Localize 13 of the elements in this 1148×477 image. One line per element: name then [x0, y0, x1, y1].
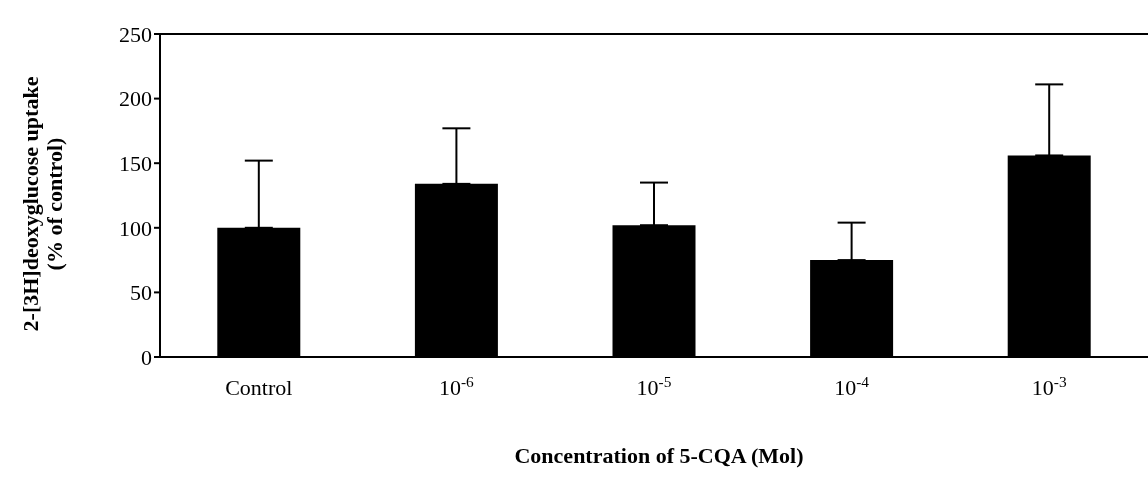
y-tick-label: 250 [119, 21, 152, 47]
y-axis-title: 2-[3H]deoxyglucose uptake (% of control) [18, 76, 67, 332]
x-tick-label: 10$^{-5}$ [636, 372, 672, 400]
y-tick-label: 150 [119, 151, 152, 177]
x-tick-label: 10$^{-6}$ [438, 372, 475, 400]
y-tick-label: 100 [119, 215, 152, 241]
y-tick-label: 50 [130, 280, 152, 306]
x-tick-label: 10$^{-3}$ [1031, 372, 1067, 400]
y-tick-label: 0 [141, 344, 152, 370]
x-tick-label: Control [225, 375, 293, 400]
x-axis-title: Concentration of 5-CQA (Mol) [514, 443, 804, 468]
y-tick-label: 200 [119, 86, 152, 112]
x-tick-label: 10$^{-4}$ [834, 372, 870, 400]
